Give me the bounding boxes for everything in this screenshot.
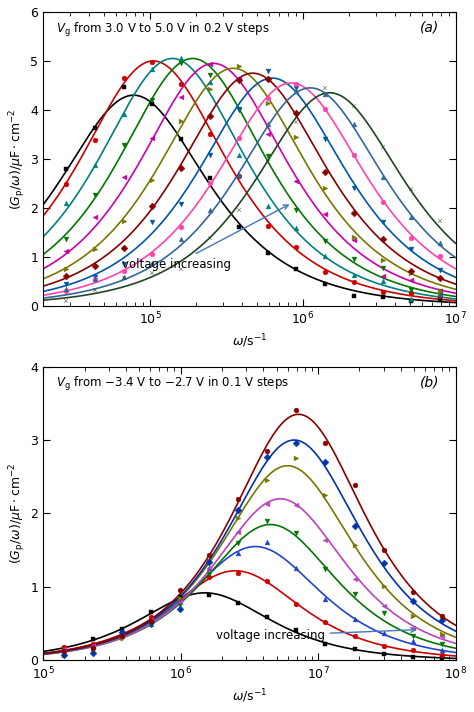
Y-axis label: $(G_{\rm p}/\omega)/\mu{\rm F}\cdot{\rm cm}^{-2}$: $(G_{\rm p}/\omega)/\mu{\rm F}\cdot{\rm …	[7, 108, 27, 209]
Text: voltage increasing: voltage increasing	[216, 627, 416, 642]
Text: $V_{\rm g}$ from $-$3.4 V to $-$2.7 V in 0.1 V steps: $V_{\rm g}$ from $-$3.4 V to $-$2.7 V in…	[55, 375, 289, 393]
Y-axis label: $(G_{\rm p}/\omega)/\mu{\rm F}\cdot{\rm cm}^{-2}$: $(G_{\rm p}/\omega)/\mu{\rm F}\cdot{\rm …	[7, 463, 27, 564]
Text: (a): (a)	[420, 21, 439, 35]
Text: $V_{\rm g}$ from 3.0 V to 5.0 V in 0.2 V steps: $V_{\rm g}$ from 3.0 V to 5.0 V in 0.2 V…	[55, 21, 269, 38]
X-axis label: $\omega/{\rm s}^{-1}$: $\omega/{\rm s}^{-1}$	[232, 688, 267, 705]
Text: (b): (b)	[419, 375, 439, 389]
X-axis label: $\omega/{\rm s}^{-1}$: $\omega/{\rm s}^{-1}$	[232, 333, 267, 350]
Text: voltage increasing: voltage increasing	[121, 205, 288, 271]
